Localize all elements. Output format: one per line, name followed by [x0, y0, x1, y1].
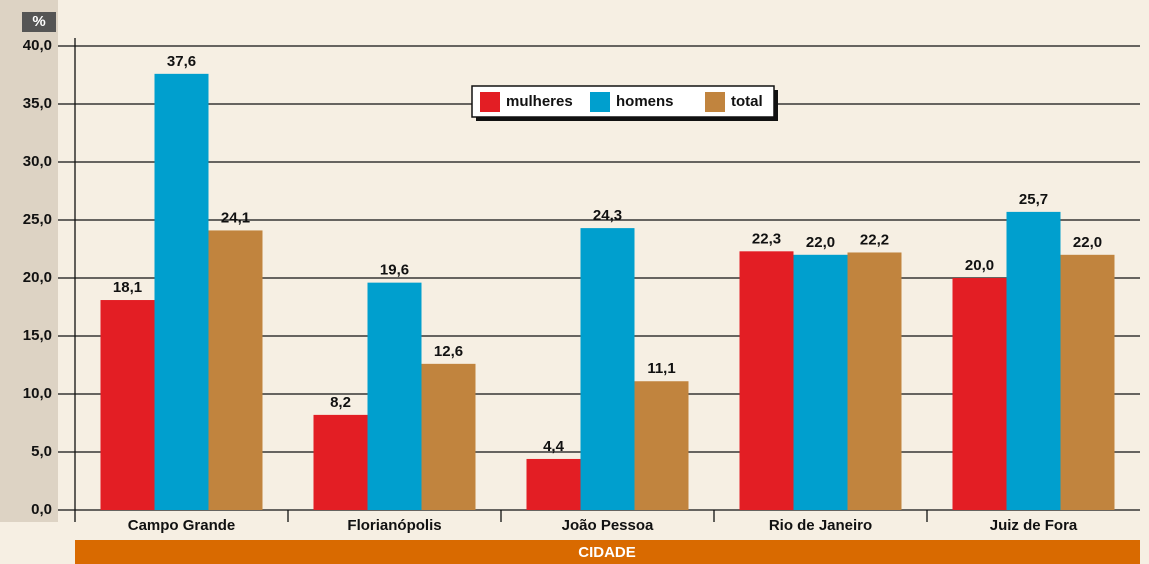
y-tick-label: 20,0: [23, 269, 52, 286]
bar: [367, 282, 422, 510]
y-tick-label: 30,0: [23, 153, 52, 170]
x-label-band: [75, 540, 1140, 564]
value-label: 24,3: [593, 207, 622, 224]
bar: [421, 363, 476, 510]
value-label: 22,0: [1073, 234, 1102, 251]
value-label: 24,1: [221, 209, 250, 226]
bar: [1060, 254, 1115, 510]
legend-label: total: [731, 93, 763, 110]
x-tick-label: Campo Grande: [128, 517, 236, 534]
y-tick-label: 40,0: [23, 37, 52, 54]
bar: [793, 254, 848, 510]
value-label: 11,1: [647, 360, 675, 377]
y-tick-label: 5,0: [31, 443, 52, 460]
y-tick-label: 15,0: [23, 327, 52, 344]
legend-label: mulheres: [506, 93, 573, 110]
bar: [100, 300, 155, 510]
y-tick-label: 10,0: [23, 385, 52, 402]
y-axis-band: [0, 0, 58, 522]
y-label-box: [22, 12, 56, 32]
value-label: 22,3: [752, 230, 781, 247]
legend-label: homens: [616, 93, 674, 110]
y-tick-label: 25,0: [23, 211, 52, 228]
bar: [739, 251, 794, 510]
y-axis-label: %: [32, 13, 45, 30]
x-tick-label: João Pessoa: [562, 517, 654, 534]
bar: [208, 230, 263, 510]
legend-swatch: [705, 92, 725, 112]
value-label: 37,6: [167, 53, 196, 70]
x-tick-label: Florianópolis: [347, 517, 441, 534]
bar: [847, 252, 902, 511]
y-tick-label: 0,0: [31, 501, 52, 518]
value-label: 20,0: [965, 257, 994, 274]
bar: [154, 73, 209, 510]
bar: [1006, 211, 1061, 510]
value-label: 8,2: [330, 394, 351, 411]
bar: [580, 228, 635, 510]
legend-swatch: [480, 92, 500, 112]
value-label: 25,7: [1019, 191, 1048, 208]
value-label: 4,4: [543, 438, 565, 455]
value-label: 22,0: [806, 234, 835, 251]
value-label: 12,6: [434, 343, 463, 360]
value-label: 19,6: [380, 262, 409, 279]
bar: [313, 414, 368, 510]
x-tick-label: Rio de Janeiro: [769, 517, 872, 534]
x-axis-label: CIDADE: [578, 544, 636, 561]
x-tick-label: Juiz de Fora: [990, 517, 1078, 534]
legend-swatch: [590, 92, 610, 112]
bar: [526, 458, 581, 510]
bar: [952, 278, 1007, 510]
y-tick-label: 35,0: [23, 95, 52, 112]
value-label: 22,2: [860, 231, 889, 248]
bar: [634, 381, 689, 510]
value-label: 18,1: [113, 279, 142, 296]
